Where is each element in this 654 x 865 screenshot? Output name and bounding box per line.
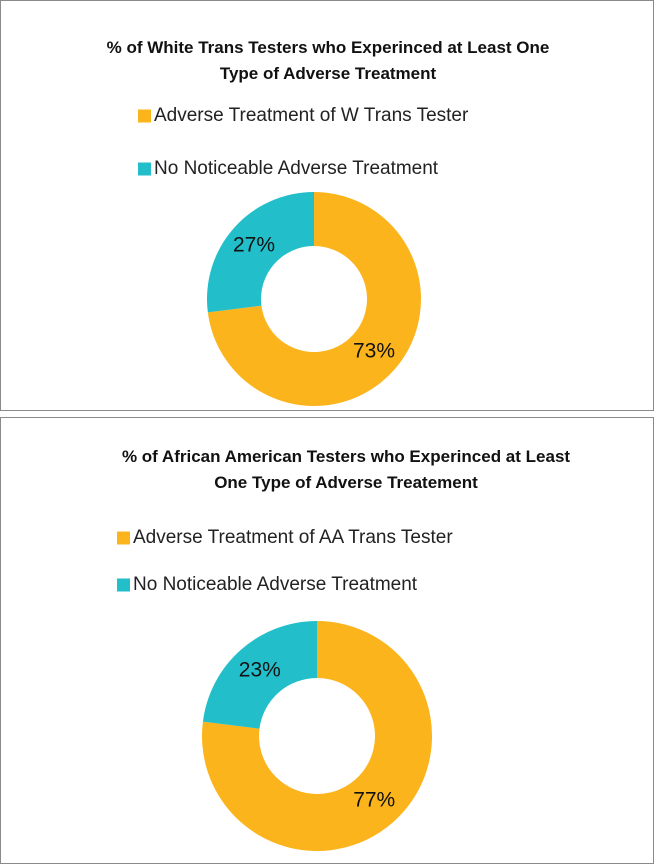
legend-label: No Noticeable Adverse Treatment <box>154 158 439 179</box>
data-label: 77% <box>353 788 395 811</box>
legend-swatch <box>117 531 130 545</box>
donut-slice <box>207 192 421 407</box>
data-label: 23% <box>239 659 281 682</box>
legend-label: Adverse Treatment of AA Trans Tester <box>133 527 453 548</box>
data-label: 73% <box>353 339 395 362</box>
donut-slice <box>202 621 317 729</box>
donut-slice <box>206 192 314 313</box>
legend-swatch <box>117 578 130 592</box>
chart-panel: % of White Trans Testers who Experinced … <box>0 0 654 411</box>
data-label: 27% <box>233 234 275 257</box>
donut-slice <box>202 621 433 851</box>
legend-label: Adverse Treatment of W Trans Tester <box>154 105 469 126</box>
chart-panel: % of African American Testers who Experi… <box>0 417 654 864</box>
legend-label: No Noticeable Adverse Treatment <box>133 574 418 595</box>
chart: Adverse Treatment of W Trans Tester No No… <box>138 105 469 407</box>
legend-swatch <box>138 162 151 176</box>
chart: Adverse Treatment of AA Trans Tester No N… <box>117 527 453 851</box>
chart-title: % of White Trans Testers who Experinced … <box>106 38 550 83</box>
chart-title: % of African American Testers who Experi… <box>121 447 571 492</box>
legend-swatch <box>138 109 151 123</box>
